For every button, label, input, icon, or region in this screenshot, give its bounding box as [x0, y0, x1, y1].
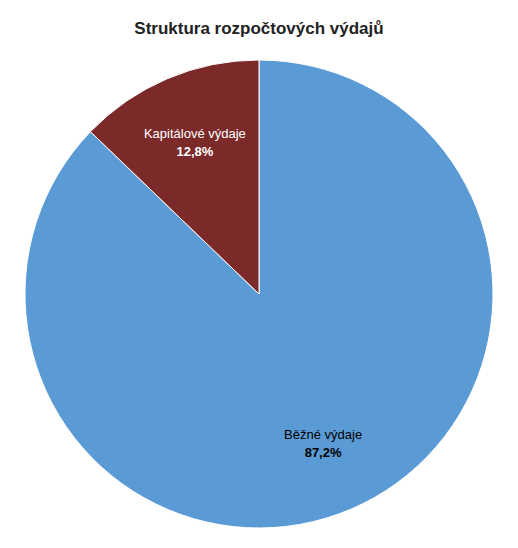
- slice-label: Kapitálové výdaje: [144, 126, 246, 141]
- pie-slice: [90, 60, 259, 294]
- slice-label: Běžné výdaje: [284, 427, 362, 442]
- chart: Struktura rozpočtových výdajů Běžné výdaj…: [0, 0, 518, 548]
- title: Struktura rozpočtových výdajů: [134, 19, 383, 38]
- data-label: 12,8%: [176, 144, 213, 159]
- data-label: 87,2%: [305, 445, 342, 460]
- pie: [25, 60, 493, 528]
- pie-slice: [25, 60, 493, 528]
- labels: Běžné výdaje 87,2% Kapitálové výdaje 12,8%: [144, 126, 362, 460]
